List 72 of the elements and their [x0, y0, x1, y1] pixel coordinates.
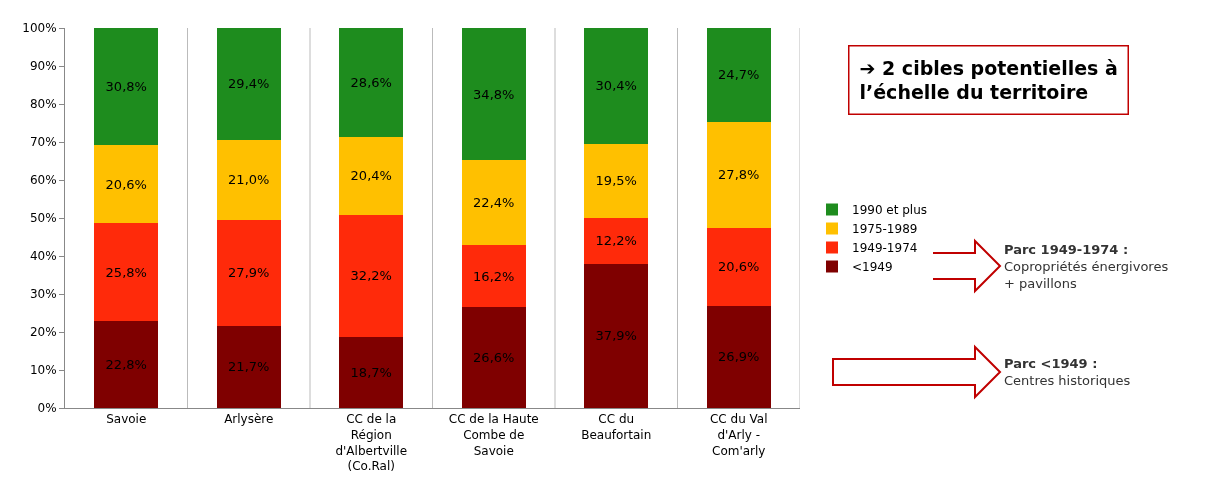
- y-tick-label: 0%: [37, 401, 57, 416]
- data-label: 18,7%: [350, 364, 392, 380]
- data-label: 32,2%: [350, 268, 392, 284]
- legend-label: <1949: [852, 260, 893, 275]
- bar: [339, 214, 404, 337]
- y-tick-label: 20%: [29, 325, 57, 340]
- bar: [584, 143, 649, 218]
- data-label: 26,9%: [718, 349, 760, 365]
- data-label: 22,8%: [105, 357, 147, 373]
- legend-label: 1949-1974: [852, 241, 918, 256]
- data-label: 20,4%: [350, 168, 392, 184]
- bar: [94, 145, 159, 224]
- bar: [706, 121, 771, 228]
- bar: [94, 321, 159, 408]
- data-label: 27,9%: [228, 265, 270, 281]
- bar: [584, 28, 649, 144]
- data-label: 26,6%: [473, 349, 515, 365]
- data-label: 24,7%: [718, 67, 760, 83]
- bar: [584, 217, 649, 264]
- bar: [461, 306, 526, 408]
- data-label: 30,4%: [595, 78, 637, 94]
- bar: [94, 28, 159, 146]
- data-label: 28,6%: [350, 75, 392, 91]
- bar: [339, 137, 404, 215]
- data-label: 19,5%: [595, 173, 637, 189]
- data-label: 29,4%: [228, 76, 270, 92]
- data-label: 16,2%: [473, 268, 515, 284]
- data-label: 22,4%: [473, 195, 515, 211]
- bar: [94, 223, 159, 322]
- bar: [706, 305, 771, 408]
- y-tick-label: 70%: [29, 135, 57, 150]
- bar: [216, 139, 281, 220]
- data-label: 27,8%: [718, 167, 760, 183]
- bar: [339, 28, 404, 138]
- data-label: 34,8%: [473, 86, 515, 102]
- x-tick-label: Savoie: [106, 412, 147, 427]
- text: ➔ 2 cibles potentielles à l’échelle du territoire: [859, 56, 1118, 104]
- data-label: 12,2%: [595, 233, 637, 249]
- legend-label: 1990 et plus: [852, 203, 928, 218]
- y-tick-label: 10%: [29, 363, 57, 378]
- bar: [339, 336, 404, 408]
- bar: [461, 245, 526, 307]
- bar: [461, 28, 526, 161]
- legend-label: 1975-1989: [852, 222, 918, 237]
- bar: [706, 28, 771, 122]
- data-label: 30,8%: [105, 79, 147, 95]
- y-tick-label: 90%: [29, 59, 57, 74]
- data-label: 25,8%: [105, 264, 147, 280]
- x-tick-label: CC du Beaufortain: [581, 412, 652, 442]
- y-tick-label: 50%: [29, 211, 57, 226]
- y-tick-label: 40%: [29, 249, 57, 264]
- x-tick-label: CC du Val d'Arly - Com'arly: [709, 412, 768, 458]
- bar: [216, 325, 281, 408]
- y-tick-label: 80%: [29, 97, 57, 112]
- bar: [216, 28, 281, 140]
- data-label: 20,6%: [105, 176, 147, 192]
- bar: [706, 227, 771, 306]
- bar: [216, 219, 281, 326]
- bar: [584, 263, 649, 408]
- x-tick-label: CC de la Haute Combe de Savoie: [448, 412, 539, 458]
- data-label: 21,0%: [228, 172, 270, 188]
- data-label: 20,6%: [718, 259, 760, 275]
- x-tick-label: Arlysère: [224, 412, 274, 427]
- x-tick-label: CC de la Région d'Albertville (Co.Ral): [335, 412, 408, 474]
- text: Parc 1949-1974 : Copropriétés énergivores + pavillons: [1004, 242, 1169, 291]
- bar: [461, 160, 526, 246]
- data-label: 21,7%: [228, 359, 270, 375]
- text: Parc <1949 : Centres historiques: [1004, 356, 1131, 388]
- y-tick-label: 30%: [29, 287, 57, 302]
- data-label: 37,9%: [595, 328, 637, 344]
- y-tick-label: 100%: [22, 21, 57, 36]
- y-tick-label: 60%: [29, 173, 57, 188]
